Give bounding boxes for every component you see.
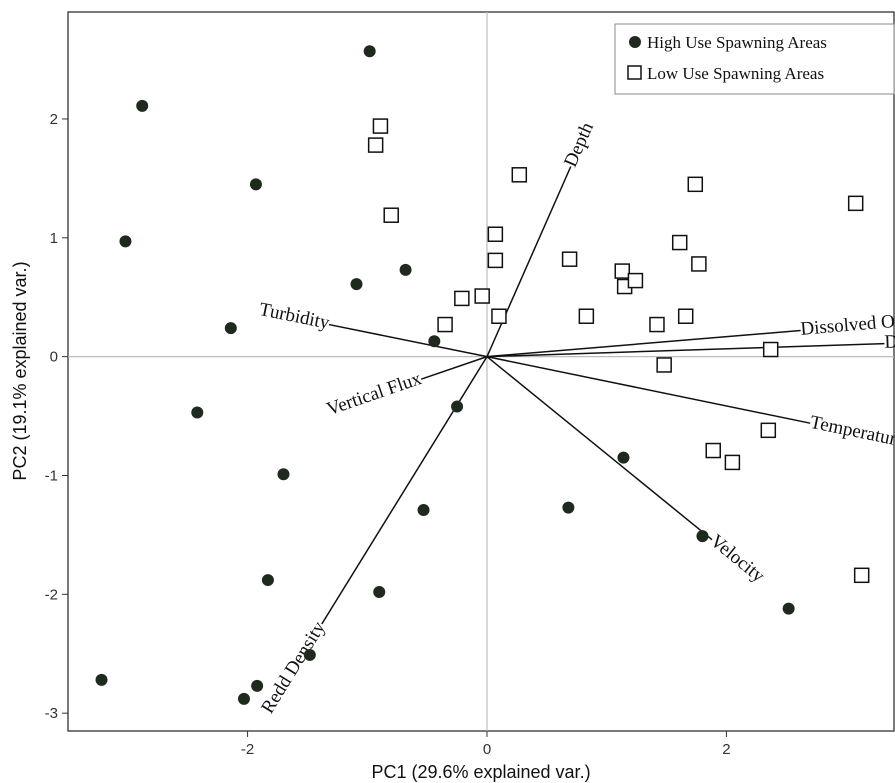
high-use-point [119, 235, 132, 248]
y-tick-label: -3 [45, 705, 58, 722]
loading-vector-line [486, 355, 811, 424]
high-use-point [399, 263, 412, 276]
legend-high-marker [629, 36, 641, 48]
data-points [95, 45, 870, 705]
high-use-point [363, 45, 376, 58]
y-tick-label: 2 [50, 111, 58, 128]
legend-low-marker [627, 65, 642, 80]
x-axis-ticks: -2 0 2 [241, 731, 731, 758]
low-use-point [760, 422, 777, 439]
low-use-point [511, 167, 528, 183]
high-use-point [261, 574, 274, 587]
legend-box [614, 23, 895, 95]
loading-vector-line [486, 166, 572, 357]
x-tick-label: 2 [722, 741, 730, 758]
high-use-point [191, 406, 204, 419]
loading-vector-line [328, 323, 488, 358]
high-use-point [350, 278, 363, 291]
high-use-point [428, 335, 441, 348]
x-tick-label: -2 [241, 741, 254, 758]
loading-vector-line [420, 355, 488, 380]
y-tick-label: -2 [45, 586, 58, 603]
y-axis-ticks: -3 -2 -1 0 1 2 [45, 111, 68, 722]
y-tick-label: 1 [50, 230, 58, 247]
high-use-point [451, 400, 464, 413]
low-use-point [454, 290, 470, 307]
low-use-point [724, 454, 741, 471]
low-use-point [614, 263, 631, 279]
high-use-point [373, 585, 386, 598]
x-axis-title: PC1 (29.6% explained var.) [371, 762, 590, 782]
high-use-point [224, 322, 237, 335]
low-use-point [649, 316, 665, 333]
low-use-point [656, 357, 672, 373]
loading-vector-line [486, 329, 801, 358]
high-use-point [95, 673, 108, 686]
low-use-point [367, 137, 384, 153]
x-tick-label: 0 [483, 741, 491, 758]
high-use-point [417, 503, 430, 516]
low-use-point [705, 442, 721, 459]
high-use-point [251, 679, 264, 692]
high-use-point [617, 451, 630, 464]
low-use-point [847, 195, 864, 212]
y-tick-label: 0 [50, 349, 58, 366]
high-use-point [249, 178, 262, 191]
plot-area-frame [67, 11, 895, 732]
legend-high-label: High Use Spawning Areas [647, 33, 827, 52]
high-use-point [303, 648, 316, 661]
high-use-point [562, 501, 575, 514]
loading-vector-line [486, 342, 885, 358]
legend: High Use Spawning Areas Low Use Spawning… [614, 23, 895, 95]
high-use-point [277, 468, 290, 481]
low-use-point [853, 567, 870, 584]
low-use-point [762, 341, 779, 358]
low-use-point [671, 234, 688, 251]
legend-low-label: Low Use Spawning Areas [647, 64, 824, 83]
low-use-point [687, 176, 704, 193]
low-use-point [578, 308, 595, 324]
low-use-point [383, 207, 399, 223]
low-use-point [627, 272, 644, 289]
low-use-point [437, 316, 453, 333]
low-use-point [491, 308, 507, 324]
low-use-point [691, 256, 707, 272]
low-use-point [487, 252, 504, 269]
low-use-point [561, 251, 578, 267]
high-use-point [237, 692, 250, 705]
high-use-point [782, 602, 795, 615]
low-use-point [677, 308, 694, 324]
low-use-point [487, 226, 504, 242]
loading-vector-line [486, 356, 713, 541]
loading-vector-label: Direction [884, 330, 895, 353]
y-axis-title: PC2 (19.1% explained var.) [10, 261, 30, 480]
high-use-point [696, 530, 709, 543]
low-use-point [474, 288, 490, 304]
low-use-point [372, 118, 389, 134]
y-tick-label: -1 [45, 467, 58, 484]
high-use-point [136, 99, 149, 112]
